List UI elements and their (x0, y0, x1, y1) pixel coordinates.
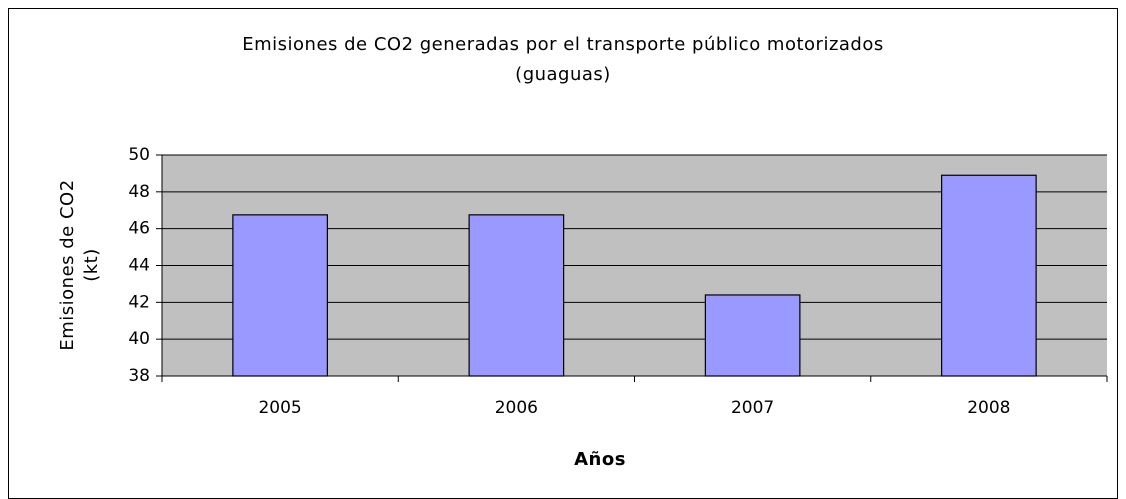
y-tick-label: 40 (128, 329, 150, 349)
x-axis-label: Años (574, 449, 626, 470)
y-tick-label: 50 (128, 145, 150, 165)
y-axis-label: Emisiones de CO2 (kt) (57, 179, 102, 350)
y-tick-label: 48 (128, 182, 150, 202)
bar (704, 294, 801, 377)
bar (941, 174, 1037, 377)
y-tick-label: 42 (128, 292, 150, 312)
chart-title: Emisiones de CO2 generadas por el transp… (242, 34, 884, 55)
y-axis-label-line: (kt) (81, 248, 102, 282)
x-tick-label: 2007 (731, 398, 774, 418)
y-tick-label: 38 (128, 366, 150, 386)
y-tick-label: 46 (128, 219, 150, 239)
x-tick-label: 2006 (495, 398, 538, 418)
chart-title: (guaguas) (515, 64, 611, 85)
bar (468, 214, 565, 377)
bar (232, 214, 328, 377)
x-tick-label: 2008 (967, 398, 1010, 418)
y-axis-label-line: Emisiones de CO2 (57, 179, 78, 350)
x-tick-label: 2005 (258, 398, 301, 418)
y-tick-label: 44 (128, 256, 150, 276)
